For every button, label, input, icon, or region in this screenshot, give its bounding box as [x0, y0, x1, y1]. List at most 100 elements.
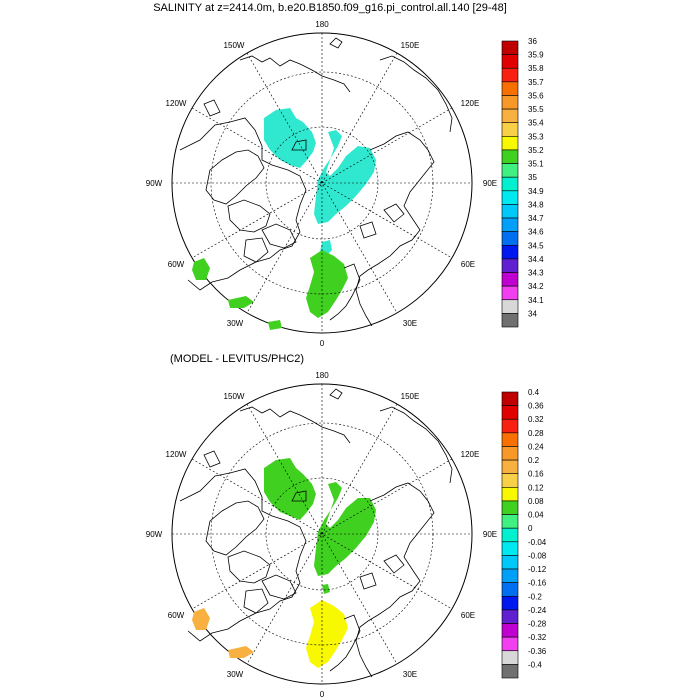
bottom-colorbar-label: -0.36	[528, 647, 547, 656]
top-colorbar-label: 35.9	[528, 51, 544, 60]
bottom-lon-30e: 30E	[403, 670, 417, 679]
top-colorbar-label: 34.4	[528, 255, 544, 264]
top-colorbar-label: 34.8	[528, 200, 544, 209]
bottom-fill-canada-basin	[264, 458, 316, 520]
bottom-panel-title: (MODEL - LEVITUS/PHC2)	[170, 353, 305, 365]
top-polar-map: 180 150W 150E 120W 120E 90W 90E 60W 60E …	[146, 20, 544, 348]
top-colorbar-box	[501, 122, 519, 137]
bottom-fill-fram-strait	[322, 584, 330, 594]
top-fill-atlantic	[228, 296, 254, 308]
top-fill-canada-basin	[264, 108, 316, 168]
bottom-colorbar-label: 0.04	[528, 511, 544, 520]
top-colorbar-box	[501, 244, 519, 260]
top-lon-150e: 150E	[401, 41, 420, 50]
bottom-colorbar-label: 0	[528, 524, 533, 533]
bottom-colorbar-label: 0.24	[528, 442, 544, 451]
top-colorbar-label: 35.6	[528, 91, 544, 100]
top-colorbar-label: 35.2	[528, 146, 544, 155]
top-colorbar-box	[501, 95, 519, 110]
bottom-colorbar-box	[501, 405, 519, 420]
bottom-lon-60e: 60E	[461, 611, 475, 620]
top-lon-0: 0	[320, 339, 325, 348]
bottom-colorbar-box	[501, 595, 519, 611]
bottom-colorbar-box	[501, 473, 519, 488]
top-colorbar-box	[501, 231, 519, 246]
top-colorbar-label: 35.7	[528, 78, 544, 87]
bottom-colorbar-box	[501, 582, 519, 597]
bottom-colorbar-box	[501, 650, 519, 665]
bottom-colorbar-label: -0.16	[528, 579, 547, 588]
top-colorbar-label: 34.5	[528, 241, 544, 250]
bottom-colorbar-box	[501, 487, 519, 502]
bottom-colorbar-label: 0.36	[528, 402, 544, 411]
bottom-colorbar-label: -0.32	[528, 633, 547, 642]
bottom-polar-map: 180 150W 150E 120W 120E 90W 90E 60W 60E …	[146, 371, 547, 699]
bottom-colorbar-label: -0.2	[528, 592, 542, 601]
top-colorbar-label: 34.3	[528, 269, 544, 278]
bottom-colorbar: 0.4 0.36 0.32 0.28 0.24 0.2 0.16 0.12 0.08 0.04 0 -…	[501, 388, 547, 679]
top-fill-labrador	[192, 258, 210, 280]
top-lon-120e: 120E	[461, 99, 480, 108]
top-colorbar-box	[501, 204, 519, 219]
top-colorbar-label: 34	[528, 309, 537, 318]
top-colorbar: 36 35.9 35.8 35.7 35.6 35.5 35.4 35.3 35.2 35.1 35…	[501, 37, 544, 328]
top-lon-30w: 30W	[227, 319, 244, 328]
bottom-difference-fill	[192, 458, 376, 668]
top-panel-title: SALINITY at z=2414.0m, b.e20.B1850.f09_g…	[153, 2, 507, 14]
bottom-colorbar-label: -0.12	[528, 565, 547, 574]
top-grid	[172, 33, 472, 333]
bottom-colorbar-box	[501, 555, 519, 570]
bottom-colorbar-label: -0.28	[528, 620, 547, 629]
top-colorbar-box	[501, 67, 519, 83]
bottom-colorbar-label: 0.32	[528, 415, 544, 424]
bottom-lon-150w: 150W	[224, 392, 245, 401]
bottom-grid	[172, 384, 472, 684]
top-lon-60e: 60E	[461, 260, 475, 269]
top-salinity-fill	[192, 108, 376, 330]
top-colorbar-box	[501, 313, 519, 328]
bottom-fill-labrador	[192, 608, 210, 630]
top-colorbar-label: 35.5	[528, 105, 544, 114]
bottom-colorbar-box	[501, 432, 519, 447]
top-colorbar-box	[501, 54, 519, 69]
top-colorbar-label: 35.1	[528, 160, 544, 169]
top-colorbar-box	[501, 40, 519, 55]
bottom-colorbar-box	[501, 391, 519, 406]
bottom-lon-120e: 120E	[461, 450, 480, 459]
top-colorbar-box	[501, 176, 519, 192]
top-colorbar-box	[501, 136, 519, 151]
top-lon-90w: 90W	[146, 179, 163, 188]
bottom-colorbar-box	[501, 568, 519, 583]
top-colorbar-box	[501, 285, 519, 301]
top-lon-90e: 90E	[483, 179, 497, 188]
top-colorbar-label: 36	[528, 37, 537, 46]
top-colorbar-box	[501, 217, 519, 232]
bottom-colorbar-label: 0.08	[528, 497, 544, 506]
top-coastlines	[179, 37, 453, 327]
top-colorbar-label: 34.2	[528, 282, 544, 291]
top-colorbar-label: 35.4	[528, 119, 544, 128]
top-colorbar-label: 34.9	[528, 187, 544, 196]
top-colorbar-box	[501, 272, 519, 287]
bottom-fill-atlantic	[228, 646, 254, 658]
bottom-colorbar-label: 0.2	[528, 456, 540, 465]
top-lon-labels: 180 150W 150E 120W 120E 90W 90E 60W 60E …	[146, 20, 497, 348]
top-colorbar-label: 35	[528, 173, 537, 182]
bottom-lon-120w: 120W	[166, 450, 187, 459]
bottom-colorbar-box	[501, 418, 519, 434]
bottom-colorbar-label: -0.08	[528, 551, 547, 560]
top-lon-30e: 30E	[403, 319, 417, 328]
top-fill-atlantic-2	[268, 320, 282, 330]
bottom-lon-150e: 150E	[401, 392, 420, 401]
bottom-colorbar-box	[501, 636, 519, 652]
bottom-colorbar-label: 0.4	[528, 388, 540, 397]
top-colorbar-label: 34.6	[528, 228, 544, 237]
bottom-lon-180: 180	[315, 371, 329, 380]
top-colorbar-box	[501, 299, 519, 314]
bottom-lon-60w: 60W	[168, 611, 185, 620]
top-lon-180: 180	[315, 20, 329, 29]
bottom-fill-nordic-seas	[306, 600, 348, 668]
bottom-lon-30w: 30W	[227, 670, 244, 679]
bottom-colorbar-label: -0.4	[528, 660, 542, 669]
